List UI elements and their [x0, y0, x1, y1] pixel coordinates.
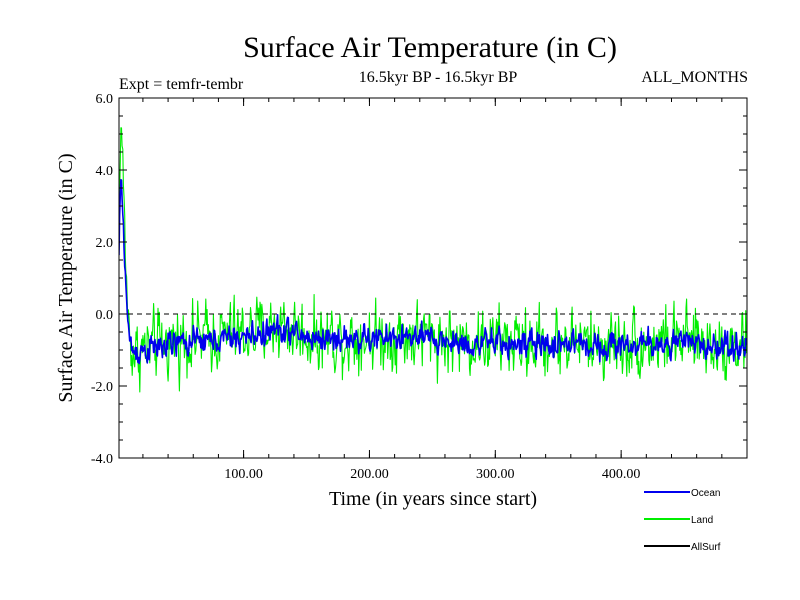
- legend-label-ocean: Ocean: [691, 488, 720, 499]
- experiment-label: Expt = temfr-tembr: [119, 76, 244, 93]
- y-tick-label: 6.0: [96, 92, 114, 107]
- plot-frame: [118, 97, 748, 459]
- y-tick-label: 4.0: [96, 164, 114, 179]
- y-axis-label: Surface Air Temperature (in C): [55, 153, 77, 402]
- chart-title: Surface Air Temperature (in C): [243, 31, 617, 64]
- x-tick-label: 200.00: [350, 467, 389, 482]
- y-tick-label: 2.0: [96, 236, 114, 251]
- x-axis-label: Time (in years since start): [329, 488, 537, 510]
- axes: -4.0 -2.0 0.0 2.0 4.0 6.0 100.00 200.00 300.00 40…: [91, 92, 747, 482]
- legend: Ocean Land AllSurf: [644, 488, 721, 553]
- x-tick-label: 400.00: [602, 467, 641, 482]
- x-tick-label: 100.00: [224, 467, 263, 482]
- y-tick-label: -2.0: [91, 380, 113, 395]
- x-tick-label: 300.00: [476, 467, 515, 482]
- y-tick-label: 0.0: [96, 308, 114, 323]
- months-label: ALL_MONTHS: [641, 69, 748, 86]
- legend-label-land: Land: [691, 515, 713, 526]
- y-tick-label: -4.0: [91, 452, 113, 467]
- series-layer: [119, 127, 747, 393]
- chart-subtitle: 16.5kyr BP - 16.5kyr BP: [359, 69, 518, 86]
- legend-label-allsurf: AllSurf: [691, 542, 721, 553]
- series-line-ocean: [119, 179, 747, 365]
